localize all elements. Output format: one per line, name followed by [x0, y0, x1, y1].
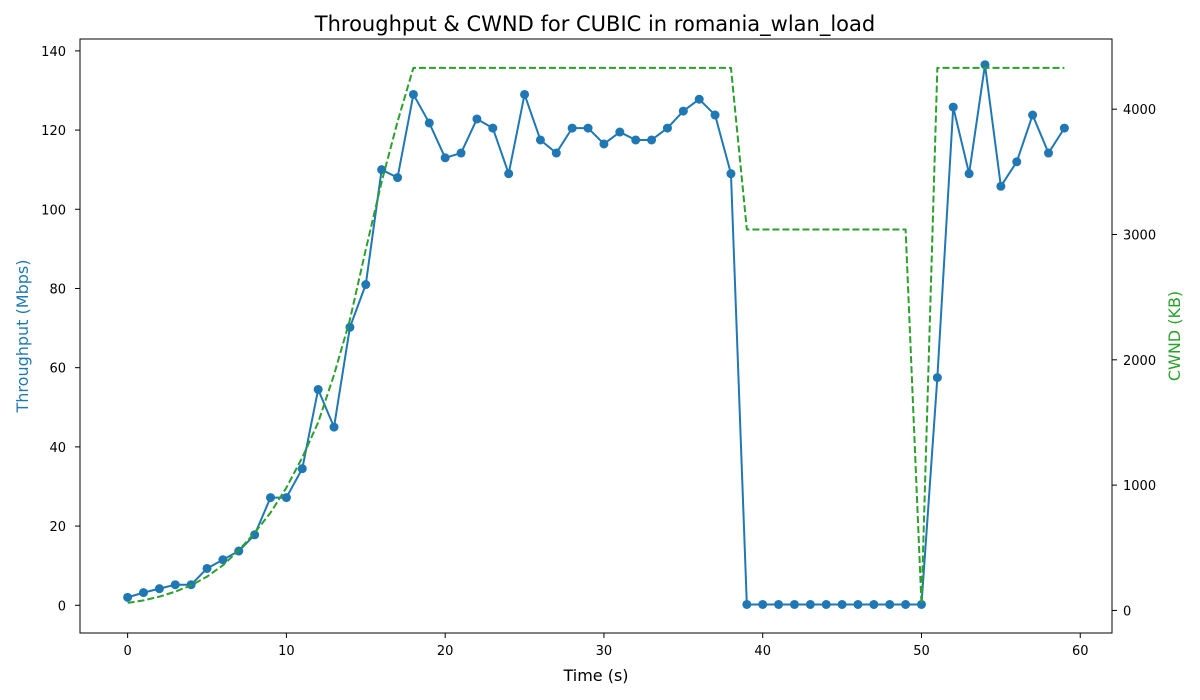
throughput-point	[996, 181, 1006, 191]
throughput-point	[662, 123, 672, 133]
throughput-point	[440, 153, 450, 163]
throughput-point	[837, 599, 847, 609]
throughput-point	[1028, 110, 1038, 120]
throughput-point	[297, 464, 307, 474]
throughput-point	[1012, 157, 1022, 167]
throughput-point	[869, 599, 879, 609]
throughput-point	[774, 599, 784, 609]
plot-area: 0 10 20 30 40 50 60 0 20 40 60 80 100 120 140 0 1000 2000…	[41, 38, 1156, 659]
throughput-point	[393, 173, 403, 183]
x-tick-label: 20	[437, 644, 454, 659]
y-axis-right-label: CWND (KB)	[1165, 291, 1184, 381]
y-left-tick-label: 60	[49, 362, 66, 377]
throughput-point	[599, 139, 609, 149]
throughput-point	[139, 588, 149, 598]
throughput-point	[758, 599, 768, 609]
throughput-point	[678, 106, 688, 116]
throughput-point	[647, 135, 657, 145]
throughput-point	[520, 89, 530, 99]
x-axis-label: Time (s)	[562, 666, 628, 685]
throughput-point	[472, 114, 482, 124]
throughput-point	[853, 599, 863, 609]
throughput-line	[127, 63, 1066, 606]
throughput-point	[932, 373, 942, 383]
x-tick-label: 50	[913, 644, 930, 659]
x-tick-label: 10	[278, 644, 295, 659]
throughput-point	[504, 169, 514, 179]
y-axis-left-label: Throughput (Mbps)	[13, 260, 32, 414]
throughput-point	[901, 599, 911, 609]
throughput-point	[170, 580, 180, 590]
throughput-point	[281, 493, 291, 503]
y-left-tick-label: 0	[58, 599, 66, 614]
y-right-tick-label: 2000	[1123, 354, 1156, 369]
throughput-point	[218, 555, 228, 565]
throughput-point	[313, 384, 323, 394]
throughput-point	[424, 118, 434, 128]
y-right-tick-label: 4000	[1123, 103, 1156, 118]
throughput-point	[329, 422, 339, 432]
throughput-point	[535, 135, 545, 145]
throughput-point	[551, 148, 561, 158]
throughput-point	[266, 493, 276, 503]
x-tick-label: 30	[596, 644, 613, 659]
throughput-point	[789, 599, 799, 609]
throughput-point	[631, 135, 641, 145]
throughput-point	[456, 148, 466, 158]
throughput-point	[615, 127, 625, 137]
y-left-tick-label: 120	[41, 124, 66, 139]
cwnd-line	[127, 66, 1065, 606]
throughput-point	[805, 599, 815, 609]
throughput-point	[361, 280, 371, 290]
throughput-point	[694, 94, 704, 104]
x-tick-label: 0	[123, 644, 131, 659]
throughput-point	[916, 599, 926, 609]
throughput-point	[123, 592, 133, 602]
throughput-point	[821, 599, 831, 609]
throughput-point	[202, 563, 212, 573]
throughput-point	[250, 530, 260, 540]
throughput-point	[154, 584, 164, 594]
throughput-point	[726, 169, 736, 179]
throughput-point	[964, 169, 974, 179]
throughput-point	[583, 123, 593, 133]
throughput-point	[948, 102, 958, 112]
throughput-point	[885, 599, 895, 609]
throughput-point	[488, 123, 498, 133]
y-left-tick-label: 100	[41, 203, 66, 218]
y-left-tick-label: 20	[49, 520, 66, 535]
x-tick-label: 40	[754, 644, 771, 659]
y-right-tick-label: 3000	[1123, 228, 1156, 243]
y-right-tick-label: 0	[1123, 604, 1131, 619]
throughput-point	[742, 599, 752, 609]
throughput-point	[710, 110, 720, 120]
y-left-tick-label: 40	[49, 441, 66, 456]
throughput-point	[1059, 123, 1069, 133]
axes-frame	[79, 38, 1113, 634]
throughput-point	[567, 123, 577, 133]
y-left-tick-label: 140	[41, 45, 66, 60]
y-right-tick-label: 1000	[1123, 479, 1156, 494]
throughput-point	[1043, 148, 1053, 158]
y-left-tick-label: 80	[49, 282, 66, 297]
x-tick-label: 60	[1072, 644, 1089, 659]
throughput-point	[408, 89, 418, 99]
chart-title: Throughput & CWND for CUBIC in romania_w…	[314, 12, 875, 37]
